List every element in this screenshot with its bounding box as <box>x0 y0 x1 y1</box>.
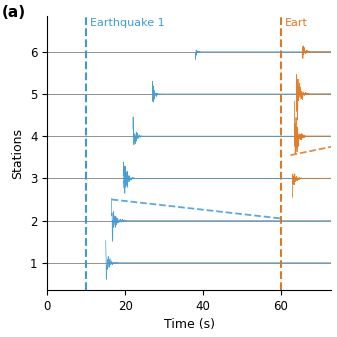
Y-axis label: Stations: Stations <box>11 127 25 179</box>
Text: (a): (a) <box>2 5 26 20</box>
Text: Eart: Eart <box>285 18 308 28</box>
Text: Earthquake 1: Earthquake 1 <box>90 18 165 28</box>
X-axis label: Time (s): Time (s) <box>164 318 215 332</box>
